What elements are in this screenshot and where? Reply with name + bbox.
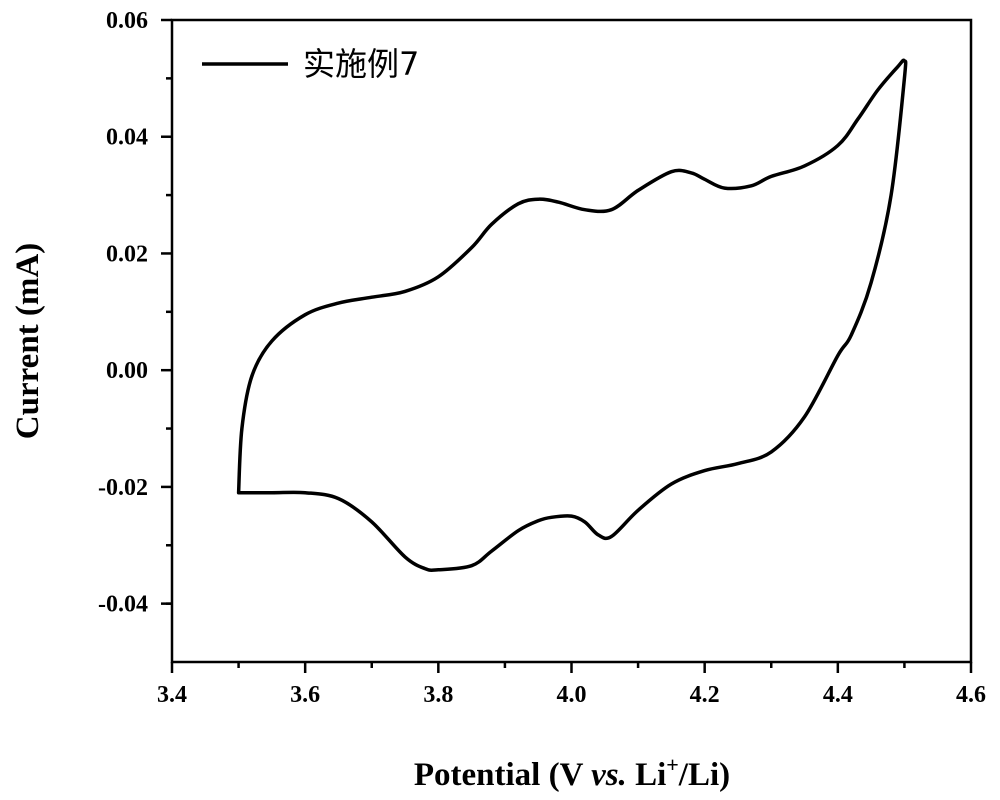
y-tick-label: 0.02	[106, 241, 148, 267]
x-axis-title-italic: vs.	[591, 757, 627, 793]
chart-background	[0, 0, 1000, 800]
x-axis-title-li: Li	[627, 757, 666, 793]
legend-label: 实施例7	[303, 45, 419, 83]
x-axis-title-prefix: Potential (V	[414, 757, 591, 793]
y-tick-label: 0.06	[106, 8, 148, 34]
x-axis-title-suffix: /Li)	[678, 757, 730, 793]
y-axis-title: Current (mA)	[10, 243, 46, 439]
cv-chart: 3.4 3.6 3.8 4.0 4.2 4.4 4.6 -0.04 -0.02 0.00 0.02…	[0, 0, 1000, 800]
y-tick-label: -0.04	[98, 592, 148, 618]
x-tick-label: 4.0	[557, 682, 587, 708]
x-tick-label: 4.4	[823, 682, 853, 708]
x-axis-title: Potential (V vs. Li+/Li)	[414, 752, 730, 793]
y-tick-label: 0.04	[106, 125, 148, 151]
x-tick-label: 4.6	[956, 682, 986, 708]
x-axis-title-superscript: +	[666, 752, 679, 777]
y-tick-label: 0.00	[106, 358, 148, 384]
x-tick-label: 3.6	[290, 682, 320, 708]
x-tick-label: 3.4	[157, 682, 187, 708]
x-tick-label: 4.2	[690, 682, 720, 708]
y-tick-label: -0.02	[98, 475, 148, 501]
x-tick-label: 3.8	[423, 682, 453, 708]
